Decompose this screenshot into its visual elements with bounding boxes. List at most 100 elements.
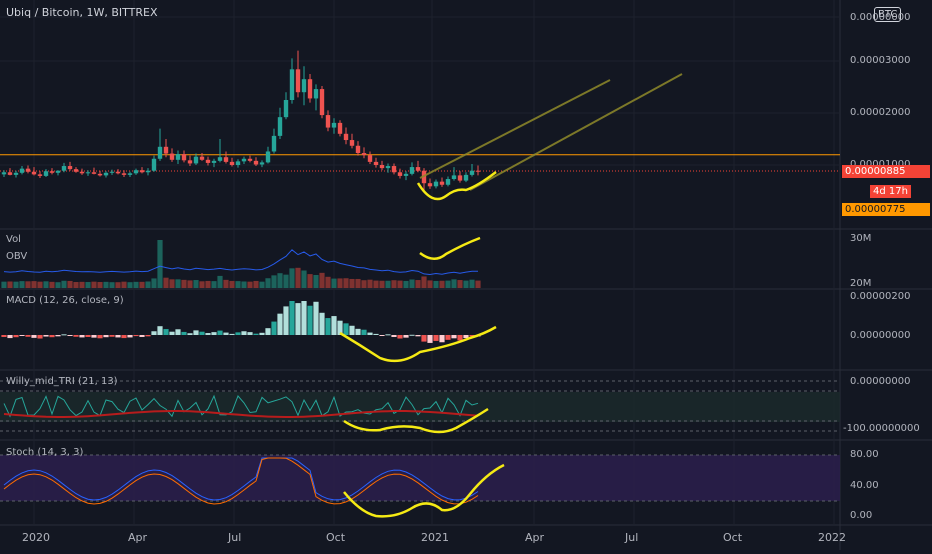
stoch-k-line (3, 457, 479, 501)
volume-bar (61, 280, 67, 288)
candle-body (13, 172, 19, 175)
volume-bar (193, 280, 199, 288)
volume-bar (13, 281, 19, 288)
candle-body (439, 181, 445, 185)
macd-histogram-bar (403, 335, 409, 338)
macd-histogram-bar (175, 329, 181, 335)
macd-histogram-bar (457, 335, 463, 341)
macd-histogram-bar (133, 335, 139, 337)
macd-histogram-bar (25, 335, 31, 337)
candle-body (361, 153, 367, 156)
macd-histogram-bar (163, 329, 169, 335)
volume-bar (25, 281, 31, 288)
volume-bar (463, 280, 469, 288)
candle-body (43, 171, 49, 176)
volume-bar (55, 282, 61, 288)
willy-band (0, 392, 840, 422)
macd-histogram-bar (421, 335, 427, 342)
candle-body (271, 135, 277, 152)
candle-body (349, 140, 355, 146)
candle-body (337, 122, 343, 134)
macd-histogram-bar (343, 323, 349, 335)
macd-histogram-bar (73, 335, 79, 337)
volume-bar (439, 280, 445, 288)
macd-histogram-bar (445, 335, 451, 340)
volume-bar (337, 278, 343, 288)
candle-body (295, 69, 301, 93)
candle-body (205, 159, 211, 163)
volume-bar (43, 281, 49, 288)
macd-histogram-bar (289, 301, 295, 335)
volume-bar (301, 270, 307, 288)
macd-histogram-bar (283, 306, 289, 335)
macd-histogram-bar (193, 330, 199, 335)
candle-body (139, 170, 145, 173)
candle-body (247, 158, 253, 161)
candle-body (469, 170, 475, 175)
x-tick: Oct (326, 531, 346, 544)
macd-histogram-bar (235, 332, 241, 335)
macd-histogram-bar (211, 332, 217, 335)
candle-body (49, 171, 55, 173)
willy-tick: 0.00000000 (850, 376, 911, 387)
last-price-badge: 0.00000885 (842, 165, 930, 178)
currency-badge[interactable]: BTC (874, 7, 902, 22)
volume-bar (1, 281, 7, 288)
macd-histogram-bar (115, 335, 121, 338)
x-tick: Apr (525, 531, 545, 544)
volume-bar (163, 277, 169, 288)
stoch-d-line (3, 457, 479, 505)
candle-body (289, 69, 295, 100)
candle-body (397, 172, 403, 176)
stoch-drawn-curve (343, 463, 505, 518)
price-drawn-curve (416, 171, 497, 201)
macd-histogram-bar (13, 335, 19, 338)
candle-body (415, 167, 421, 171)
volume-bar (331, 278, 337, 288)
volume-bar (229, 280, 235, 288)
macd-histogram-bar (31, 335, 37, 338)
candle-body (463, 174, 469, 181)
candle-body (127, 173, 133, 175)
macd-histogram-bar (427, 335, 433, 343)
volume-bar (247, 281, 253, 288)
macd-tick: 0.00000000 (850, 330, 911, 341)
volume-bar (391, 280, 397, 288)
x-tick: Oct (723, 531, 743, 544)
macd-histogram-bar (121, 335, 127, 339)
macd-histogram-bar (181, 331, 187, 335)
volume-bar (73, 282, 79, 288)
candle-body (37, 174, 43, 176)
candle-body (457, 175, 463, 181)
macd-histogram-bar (49, 335, 55, 338)
volume-bar (355, 278, 361, 288)
willy-tick: -100.00000000 (843, 423, 920, 434)
volume-bar (283, 274, 289, 288)
macd-histogram-bar (361, 329, 367, 335)
macd-histogram-bar (253, 333, 259, 335)
volume-bar (271, 275, 277, 288)
macd-histogram-bar (367, 332, 373, 335)
volume-bar (49, 281, 55, 288)
volume-bar (361, 280, 367, 288)
obv-drawn-curve (419, 236, 481, 260)
willy-label: Willy_mid_TRI (21, 13) (6, 376, 118, 387)
candle-body (235, 161, 241, 165)
candle-body (301, 79, 307, 93)
x-tick: Apr (128, 531, 148, 544)
macd-histogram-bar (157, 326, 163, 335)
macd-histogram-bar (409, 334, 415, 336)
volume-bar (295, 267, 301, 288)
macd-histogram-bar (385, 334, 391, 336)
volume-bar (199, 281, 205, 288)
stoch-band (0, 455, 840, 501)
volume-bar (433, 280, 439, 288)
macd-histogram-bar (439, 335, 445, 343)
volume-bar (259, 281, 265, 288)
volume-bar (235, 281, 241, 288)
volume-bar (211, 281, 217, 288)
volume-bar (253, 280, 259, 288)
candle-body (109, 171, 115, 173)
volume-bar (19, 281, 25, 288)
